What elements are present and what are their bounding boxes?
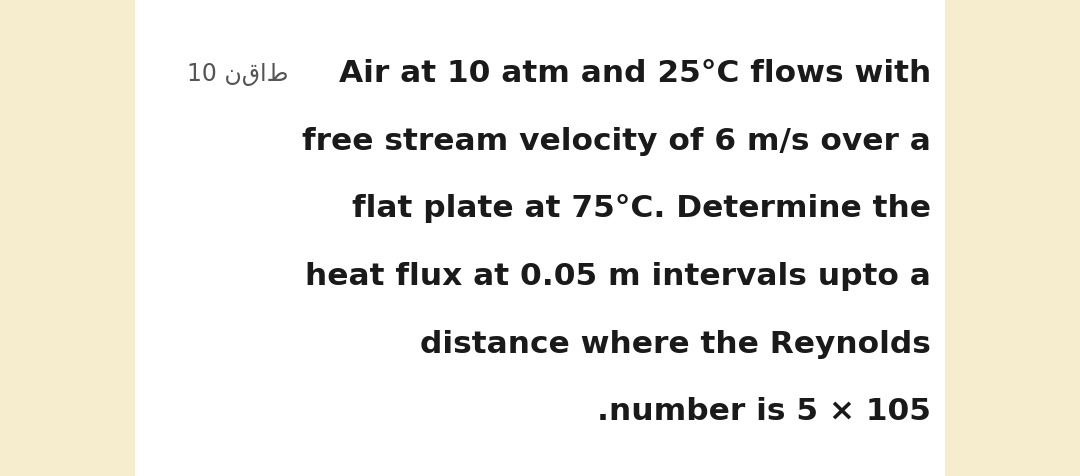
Text: heat flux at 0.05 m intervals upto a: heat flux at 0.05 m intervals upto a [305, 262, 931, 291]
Text: Air at 10 atm and 25°C flows with: Air at 10 atm and 25°C flows with [339, 60, 931, 88]
Text: free stream velocity of 6 m/s over a: free stream velocity of 6 m/s over a [302, 127, 931, 156]
Text: .number is 5 × 105: .number is 5 × 105 [597, 397, 931, 426]
Text: 10 نقاط: 10 نقاط [187, 62, 288, 86]
Text: flat plate at 75°C. Determine the: flat plate at 75°C. Determine the [352, 195, 931, 223]
Text: distance where the Reynolds: distance where the Reynolds [420, 330, 931, 358]
